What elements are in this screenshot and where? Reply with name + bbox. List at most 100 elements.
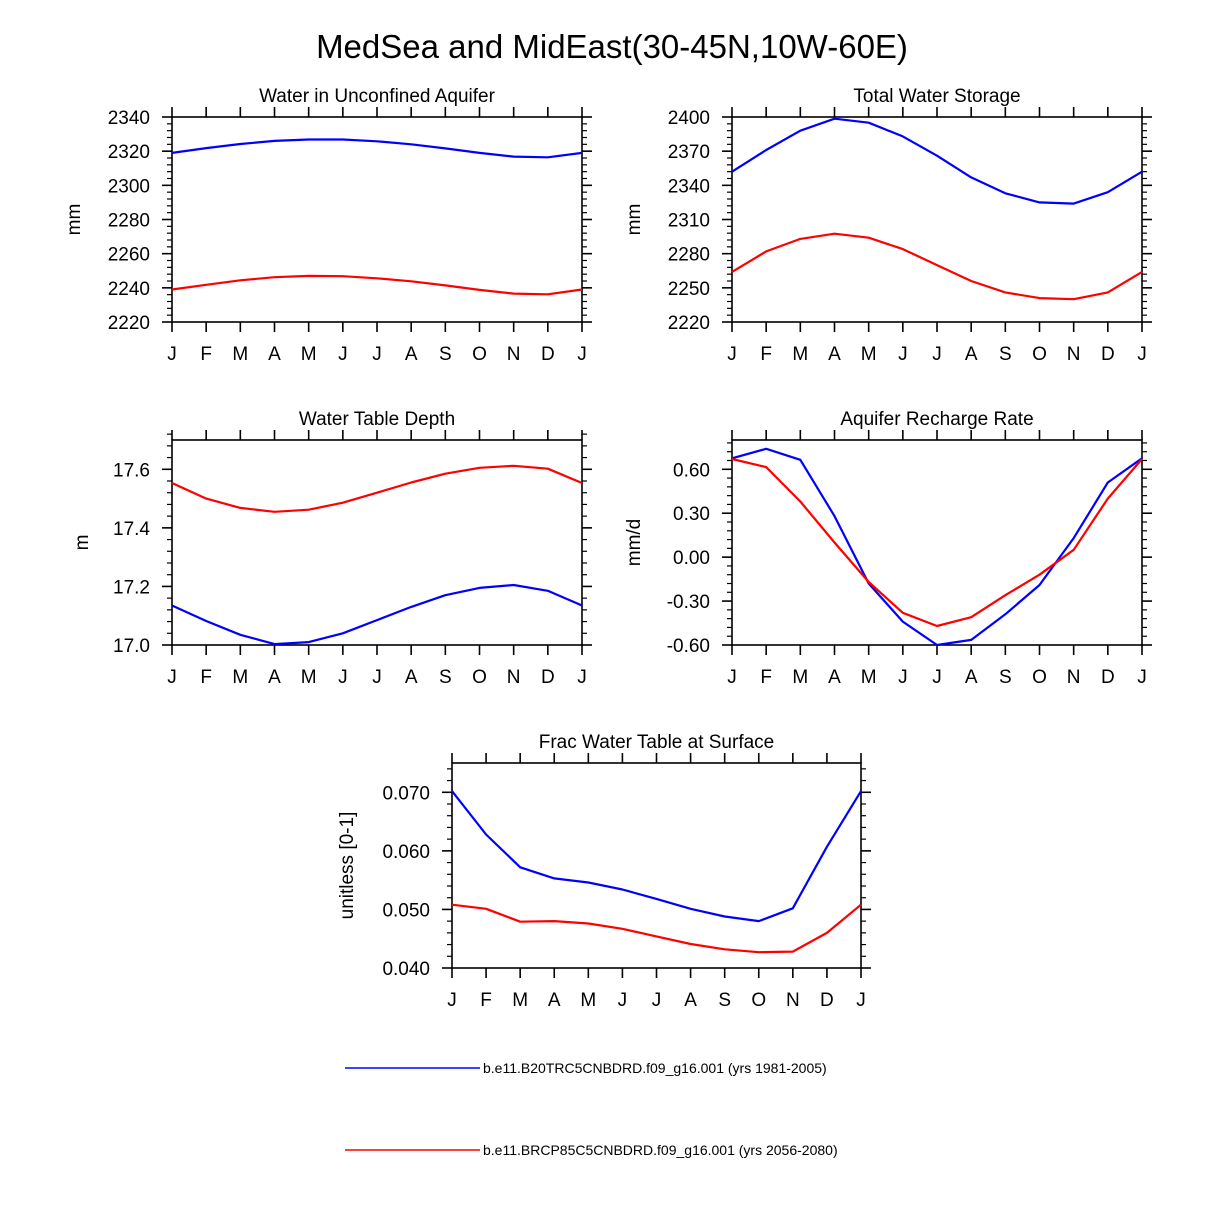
x-tick-label: F bbox=[200, 344, 212, 365]
y-tick-label: 2400 bbox=[668, 108, 710, 129]
legend-item-future: b.e11.BRCP85C5CNBDRD.f09_g16.001 (yrs 20… bbox=[345, 1142, 838, 1158]
x-tick-label: M bbox=[792, 344, 808, 365]
x-tick-label: J bbox=[338, 667, 348, 688]
x-tick-label: M bbox=[861, 667, 877, 688]
x-tick-label: O bbox=[1032, 667, 1047, 688]
x-tick-label: N bbox=[786, 990, 800, 1011]
chart-title: Water Table Depth bbox=[299, 409, 455, 430]
y-tick-label: 0.050 bbox=[382, 900, 430, 921]
y-axis-label: mm bbox=[624, 204, 645, 236]
x-tick-label: N bbox=[1067, 667, 1081, 688]
y-tick-label: 17.2 bbox=[113, 577, 150, 598]
y-tick-label: 0.060 bbox=[382, 842, 430, 863]
x-tick-label: N bbox=[1067, 344, 1081, 365]
series-line-historical bbox=[731, 117, 1143, 205]
x-tick-label: J bbox=[898, 344, 908, 365]
x-tick-label: O bbox=[472, 344, 487, 365]
legend-label-future: b.e11.BRCP85C5CNBDRD.f09_g16.001 (yrs 20… bbox=[483, 1142, 838, 1158]
y-tick-label: 2300 bbox=[108, 176, 150, 197]
x-tick-label: M bbox=[580, 990, 596, 1011]
x-tick-label: A bbox=[828, 667, 841, 688]
x-tick-label: S bbox=[439, 344, 452, 365]
series-line-historical bbox=[171, 138, 583, 159]
figure-title: MedSea and MidEast(30-45N,10W-60E) bbox=[316, 28, 908, 65]
plot-frame bbox=[171, 439, 583, 646]
plot-frame bbox=[731, 439, 1143, 646]
legend: b.e11.B20TRC5CNBDRD.f09_g16.001 (yrs 198… bbox=[345, 1060, 838, 1158]
y-tick-label: -0.30 bbox=[667, 592, 710, 613]
x-tick-label: F bbox=[480, 990, 492, 1011]
x-tick-label: J bbox=[372, 344, 382, 365]
x-tick-label: O bbox=[472, 667, 487, 688]
x-tick-label: S bbox=[999, 667, 1012, 688]
x-tick-label: S bbox=[439, 667, 452, 688]
y-tick-label: -0.60 bbox=[667, 636, 710, 657]
y-tick-label: 2310 bbox=[668, 211, 710, 232]
x-tick-label: M bbox=[792, 667, 808, 688]
x-tick-label: M bbox=[301, 344, 317, 365]
x-tick-label: J bbox=[932, 667, 942, 688]
x-tick-label: J bbox=[727, 667, 737, 688]
series-line-historical bbox=[451, 790, 862, 923]
y-tick-label: 0.60 bbox=[673, 460, 710, 481]
x-tick-label: M bbox=[861, 344, 877, 365]
x-tick-label: A bbox=[405, 667, 418, 688]
x-tick-label: N bbox=[507, 667, 521, 688]
x-tick-label: J bbox=[652, 990, 662, 1011]
x-tick-label: J bbox=[898, 667, 908, 688]
x-tick-label: J bbox=[1137, 344, 1147, 365]
x-tick-label: O bbox=[1032, 344, 1047, 365]
x-tick-label: J bbox=[727, 344, 737, 365]
y-tick-label: 0.30 bbox=[673, 504, 710, 525]
x-tick-label: D bbox=[1101, 344, 1115, 365]
series-line-future bbox=[171, 464, 583, 513]
x-tick-label: A bbox=[268, 344, 281, 365]
y-tick-label: 2280 bbox=[668, 245, 710, 266]
series-line-historical bbox=[171, 583, 583, 646]
x-tick-label: J bbox=[372, 667, 382, 688]
x-tick-label: J bbox=[167, 344, 177, 365]
x-tick-label: M bbox=[232, 667, 248, 688]
x-tick-label: J bbox=[447, 990, 457, 1011]
y-tick-label: 2370 bbox=[668, 142, 710, 163]
y-axis-label: m bbox=[72, 535, 93, 551]
x-tick-label: A bbox=[405, 344, 418, 365]
x-tick-label: M bbox=[301, 667, 317, 688]
y-tick-label: 2260 bbox=[108, 245, 150, 266]
y-tick-label: 17.0 bbox=[113, 636, 150, 657]
y-tick-label: 0.00 bbox=[673, 548, 710, 569]
y-tick-label: 2220 bbox=[668, 313, 710, 334]
legend-item-historical: b.e11.B20TRC5CNBDRD.f09_g16.001 (yrs 198… bbox=[345, 1060, 827, 1076]
x-tick-label: J bbox=[338, 344, 348, 365]
x-tick-label: D bbox=[820, 990, 834, 1011]
x-tick-label: A bbox=[684, 990, 697, 1011]
y-axis-label: unitless [0-1] bbox=[337, 812, 358, 920]
y-axis-label: mm bbox=[64, 204, 85, 236]
y-tick-label: 2250 bbox=[668, 279, 710, 300]
x-tick-label: D bbox=[541, 344, 555, 365]
x-tick-label: J bbox=[577, 667, 587, 688]
chart-title: Water in Unconfined Aquifer bbox=[259, 86, 496, 107]
x-tick-label: A bbox=[548, 990, 561, 1011]
y-tick-label: 2240 bbox=[108, 279, 150, 300]
y-tick-label: 17.6 bbox=[113, 460, 150, 481]
chart-title: Frac Water Table at Surface bbox=[539, 732, 775, 753]
x-tick-label: A bbox=[268, 667, 281, 688]
x-tick-label: M bbox=[232, 344, 248, 365]
x-tick-label: F bbox=[760, 344, 772, 365]
plot-frame bbox=[171, 116, 583, 323]
chart-panel-5: Frac Water Table at Surface unitless [0-1… bbox=[337, 732, 871, 1011]
series-line-future bbox=[731, 232, 1143, 301]
chart-title: Total Water Storage bbox=[853, 86, 1020, 107]
y-tick-label: 2280 bbox=[108, 211, 150, 232]
x-tick-label: J bbox=[618, 990, 628, 1011]
y-tick-label: 2320 bbox=[108, 142, 150, 163]
y-tick-label: 0.070 bbox=[382, 783, 430, 804]
x-tick-label: J bbox=[167, 667, 177, 688]
